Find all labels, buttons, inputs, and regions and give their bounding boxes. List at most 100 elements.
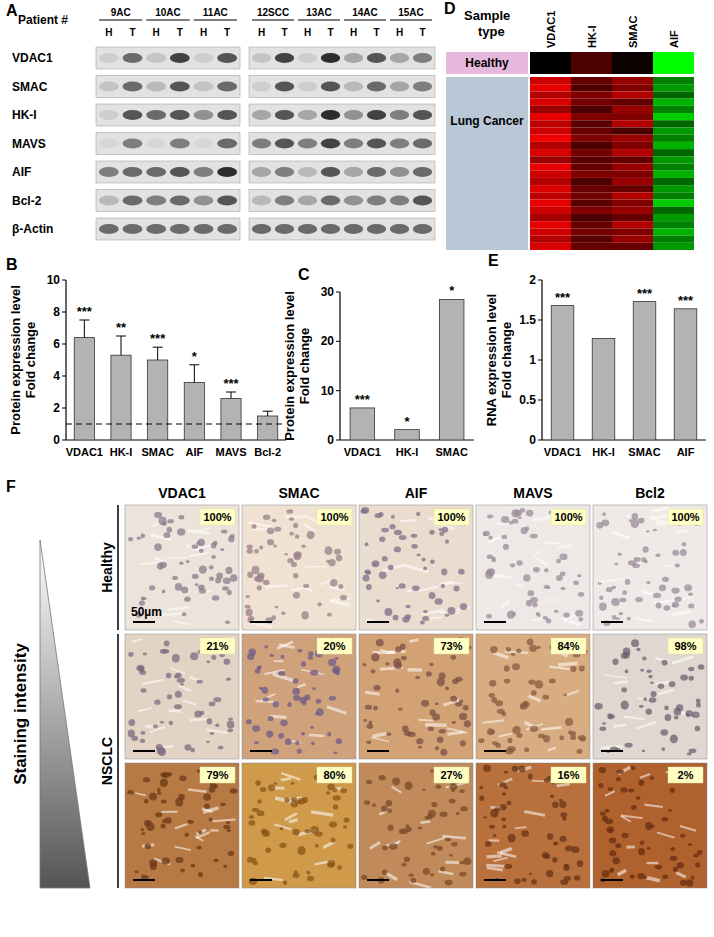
nucleus (536, 612, 540, 616)
nucleus (445, 614, 449, 617)
nucleus (445, 686, 449, 690)
percent-label: 2% (678, 769, 694, 781)
nucleus (543, 735, 550, 742)
patient-underline (194, 20, 237, 21)
nucleus (622, 590, 627, 595)
panel-label: E (488, 252, 499, 269)
nucleus (366, 724, 373, 729)
blot-band (217, 82, 237, 92)
nucleus (329, 822, 337, 828)
nucleus (487, 515, 493, 519)
tissue-gap (637, 722, 656, 729)
heatmap-cell (612, 127, 653, 134)
nucleus (155, 812, 162, 817)
tissue-gap (173, 621, 188, 625)
nucleus (140, 739, 145, 743)
nucleus (174, 704, 182, 709)
nucleus (544, 568, 549, 572)
micrograph-bg (359, 763, 473, 888)
nucleus (621, 687, 627, 692)
nucleus (401, 863, 406, 867)
y-tick-label: 0 (53, 433, 60, 447)
nucleus (531, 879, 537, 884)
nucleus (445, 880, 453, 886)
heatmap-cell (571, 84, 612, 91)
category-label: AIF (677, 446, 695, 458)
blot-strip (249, 218, 435, 240)
significance: * (449, 283, 455, 298)
nucleus (312, 687, 316, 690)
blot-band (344, 167, 363, 177)
nucleus (131, 736, 138, 741)
blot-band (252, 196, 271, 206)
nucleus (486, 614, 492, 619)
lane-label: T (177, 27, 183, 38)
blot-band (170, 224, 190, 234)
nucleus (416, 738, 423, 744)
nucleus (180, 869, 184, 873)
nucleus (263, 515, 270, 520)
y-tick (336, 341, 340, 342)
nucleus (297, 798, 305, 804)
nucleus (599, 602, 607, 610)
y-tick (538, 320, 542, 321)
nucleus (650, 825, 655, 828)
heatmap-cell (571, 171, 612, 178)
nucleus (292, 688, 300, 695)
nucleus (405, 605, 410, 608)
nucleus (389, 524, 395, 529)
nucleus (640, 841, 645, 846)
tissue-gap (265, 585, 288, 586)
nucleus (172, 654, 180, 663)
blot-band (123, 224, 143, 234)
y-tick (336, 390, 340, 391)
nucleus (529, 645, 537, 652)
tissue-gap (647, 862, 659, 865)
nucleus (154, 700, 160, 705)
nucleus (371, 669, 376, 673)
nucleus (140, 731, 145, 735)
group-box (446, 77, 528, 250)
plot-area (350, 299, 464, 440)
nucleus (389, 843, 397, 850)
nucleus (161, 823, 166, 828)
y-tick-label: 0.5 (519, 393, 536, 407)
tissue-gap (676, 530, 688, 532)
nucleus (504, 665, 510, 672)
heatmap-cell (571, 156, 612, 163)
nucleus (675, 564, 680, 568)
scale-bar (367, 750, 389, 752)
nucleus (647, 847, 651, 850)
nucleus (246, 595, 250, 598)
scale-bar-label: 50µm (131, 605, 162, 619)
blot-band (413, 167, 432, 177)
blot-strip (96, 161, 240, 183)
nucleus (136, 665, 144, 672)
nucleus (301, 611, 309, 619)
bar (258, 416, 278, 440)
nucleus (144, 820, 150, 826)
nucleus (644, 560, 648, 563)
nucleus (308, 651, 313, 656)
tissue-gap (418, 719, 433, 722)
blot-band (123, 167, 143, 177)
nucleus (463, 705, 469, 711)
nucleus (247, 571, 253, 577)
heatmap-header: type (478, 24, 505, 39)
heatmap-cell (571, 192, 612, 199)
plot-area (551, 302, 697, 440)
blot-band (146, 53, 166, 63)
heatmap-cell (612, 84, 653, 91)
nucleus (198, 872, 203, 877)
micrograph (125, 634, 239, 759)
blot-band (194, 82, 214, 92)
nucleus (489, 825, 495, 829)
nucleus (382, 869, 388, 875)
heatmap-cell (530, 142, 571, 149)
y-axis (65, 280, 66, 440)
nucleus (632, 513, 639, 520)
nucleus (395, 646, 401, 652)
protein-label: HK-I (12, 108, 37, 122)
tissue-gap (373, 734, 387, 737)
nucleus (420, 621, 425, 625)
